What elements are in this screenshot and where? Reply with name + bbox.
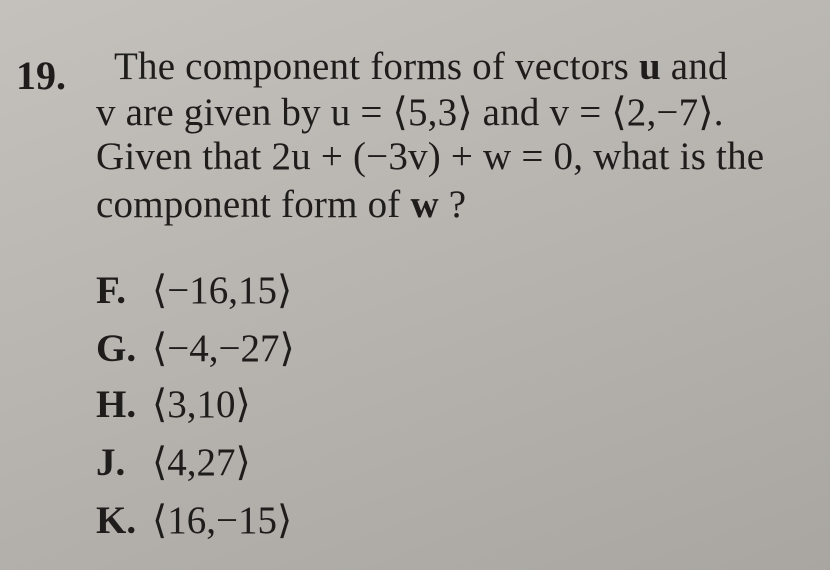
stem-text: The component forms of vectors xyxy=(114,45,639,88)
stem-text: v are given by u = ⟨5,3⟩ and v = ⟨2,−7⟩. xyxy=(96,91,724,134)
choice-answer: ⟨−4,−27⟩ xyxy=(152,327,295,370)
stem-line: component form of w ? xyxy=(96,182,466,227)
vector-name: u xyxy=(638,45,661,88)
stem-text: and xyxy=(660,45,728,88)
vector-name: w xyxy=(410,183,439,226)
choice-answer: ⟨16,−15⟩ xyxy=(152,499,293,542)
choice: G. ⟨−4,−27⟩ xyxy=(96,326,295,371)
choice: J. ⟨4,27⟩ xyxy=(96,440,251,485)
choice: F. ⟨−16,15⟩ xyxy=(96,268,292,313)
stem-text: component form of xyxy=(96,183,411,226)
stem-text: ? xyxy=(438,183,467,226)
choice-letter: F. xyxy=(96,269,126,312)
question-number: 19. xyxy=(16,53,66,98)
choice-letter: H. xyxy=(96,383,137,426)
stem-text: Given that 2u + (−3v) + w = 0, what is t… xyxy=(96,135,765,178)
choice-letter: G. xyxy=(96,327,137,370)
choice: H. ⟨3,10⟩ xyxy=(96,382,251,427)
choice-letter: K. xyxy=(96,499,137,542)
choice-answer: ⟨−16,15⟩ xyxy=(152,269,293,312)
choice-answer: ⟨3,10⟩ xyxy=(152,383,251,426)
choice-answer: ⟨4,27⟩ xyxy=(152,441,251,484)
choice: K. ⟨16,−15⟩ xyxy=(96,498,292,543)
stem-line: The component forms of vectors u and xyxy=(114,44,728,89)
choice-letter: J. xyxy=(96,441,126,484)
stem-line: v are given by u = ⟨5,3⟩ and v = ⟨2,−7⟩. xyxy=(96,90,724,135)
stem-line: Given that 2u + (−3v) + w = 0, what is t… xyxy=(96,134,764,179)
